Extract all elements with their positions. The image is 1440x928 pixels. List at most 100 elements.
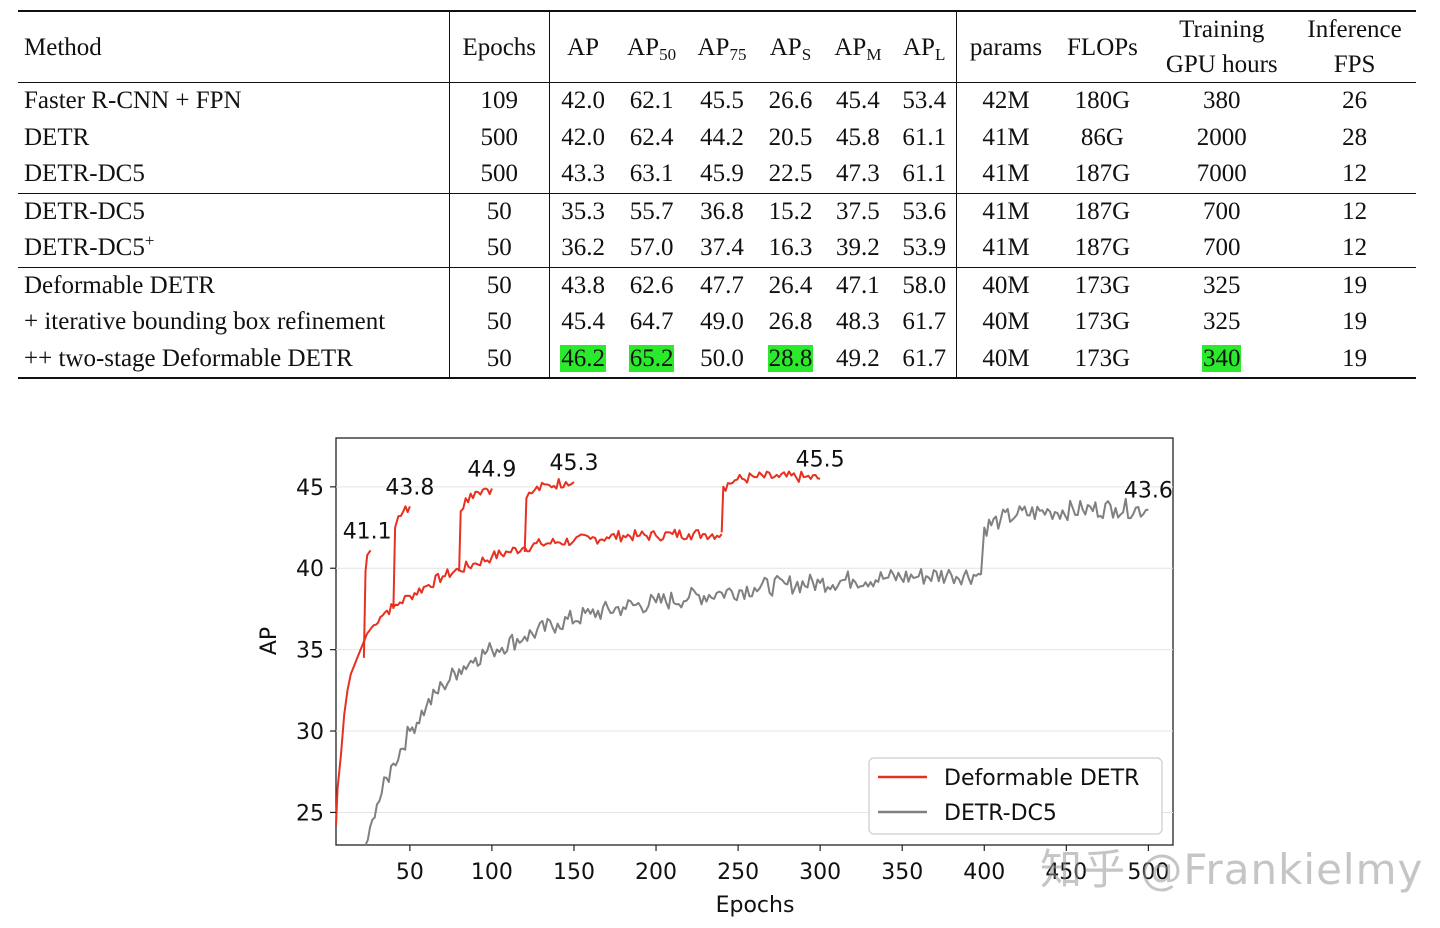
cell-ap75: 45.9 bbox=[700, 160, 744, 187]
table-group: Deformable DETR 50 43.8 62.6 47.7 26.4 47.1 58.… bbox=[18, 267, 1416, 378]
cell-ap75: 44.2 bbox=[700, 123, 744, 151]
legend: Deformable DETR DETR-DC5 bbox=[868, 757, 1163, 835]
table-row: + iterative bounding box refinement 50 45.… bbox=[18, 304, 1416, 341]
cell-fps: 12 bbox=[1342, 197, 1368, 225]
cell-aps: 15.2 bbox=[768, 197, 813, 225]
cell-gpu: 2000 bbox=[1196, 123, 1247, 151]
cell-apm: 47.1 bbox=[836, 271, 880, 299]
cell-gpu: 700 bbox=[1202, 234, 1241, 261]
series-line-deformable-detr bbox=[335, 633, 369, 826]
cell-method: DETR-DC5 bbox=[18, 193, 450, 230]
cell-flops: 86G bbox=[1080, 123, 1124, 151]
cell-ap75: 36.8 bbox=[700, 197, 744, 225]
cell-ap75: 45.5 bbox=[700, 87, 744, 114]
cell-method: ++ two-stage Deformable DETR bbox=[18, 340, 450, 378]
x-tick-label: 450 bbox=[1045, 860, 1087, 885]
highlighted-value: 28.8 bbox=[767, 344, 814, 372]
annotation-label: 45.5 bbox=[796, 448, 845, 473]
cell-method: Deformable DETR bbox=[18, 267, 450, 304]
col-params: params bbox=[969, 33, 1043, 61]
cell-apm: 49.2 bbox=[836, 344, 880, 372]
x-tick-label: 500 bbox=[1127, 860, 1169, 885]
y-tick-label: 35 bbox=[296, 639, 324, 664]
cell-flops: 173G bbox=[1074, 344, 1131, 372]
series-line-detr-dc5 bbox=[364, 568, 982, 846]
cell-apl: 61.7 bbox=[891, 304, 958, 341]
col-aps: APS bbox=[769, 33, 812, 64]
series-line-deformable-detr bbox=[720, 470, 821, 533]
cell-method: DETR-DC5+ bbox=[18, 230, 450, 267]
cell-flops: 187G bbox=[1074, 160, 1131, 187]
cell-ap50: 62.6 bbox=[629, 271, 674, 299]
table-row: Faster R-CNN + FPN 109 42.0 62.1 45.5 26.6 45.… bbox=[18, 82, 1416, 120]
y-axis-label: AP bbox=[257, 627, 282, 655]
results-table: Method Epochs AP AP50 AP75 APS APM APL p… bbox=[18, 10, 1416, 379]
cell-aps: 26.4 bbox=[768, 271, 813, 299]
cell-gpu: 340 bbox=[1150, 341, 1293, 379]
cell-gpu: 700 bbox=[1202, 197, 1241, 225]
cell-params: 41M bbox=[982, 160, 1030, 187]
cell-epochs: 109 bbox=[449, 82, 550, 120]
legend-label-detr-dc5: DETR-DC5 bbox=[944, 801, 1057, 826]
cell-epochs: 50 bbox=[449, 230, 550, 267]
cell-gpu: 325 bbox=[1202, 271, 1241, 299]
x-tick-label: 100 bbox=[471, 860, 513, 885]
annotation-label: 45.3 bbox=[549, 451, 598, 476]
cell-fps: 19 bbox=[1342, 344, 1368, 372]
cell-apm: 48.3 bbox=[836, 308, 880, 335]
highlighted-value: 65.2 bbox=[628, 344, 675, 372]
cell-apl: 58.0 bbox=[891, 267, 958, 304]
series-line-deformable-detr bbox=[523, 478, 575, 553]
cell-aps: 26.8 bbox=[768, 308, 813, 335]
x-tick-label: 50 bbox=[396, 860, 424, 885]
cell-params: 42M bbox=[982, 87, 1030, 114]
cell-method: DETR-DC5 bbox=[18, 156, 450, 193]
table-row: DETR-DC5 50 35.3 55.7 36.8 15.2 37.5 53.6 41M 187… bbox=[18, 193, 1416, 230]
cell-epochs: 500 bbox=[449, 119, 550, 156]
cell-fps: 19 bbox=[1342, 271, 1368, 299]
cell-flops: 187G bbox=[1074, 197, 1131, 225]
cell-method: Faster R-CNN + FPN bbox=[18, 82, 450, 120]
col-method: Method bbox=[18, 11, 450, 83]
series-line-deformable-detr bbox=[366, 528, 723, 635]
cell-gpu: 7000 bbox=[1196, 160, 1247, 187]
cell-epochs: 50 bbox=[449, 340, 550, 378]
cell-params: 41M bbox=[982, 234, 1030, 261]
series-line-deformable-detr bbox=[458, 487, 493, 572]
cell-apm: 45.4 bbox=[836, 87, 880, 114]
col-apl: APL bbox=[891, 11, 958, 83]
table-header: Method Epochs AP AP50 AP75 APS APM APL p… bbox=[18, 11, 1416, 83]
cell-ap: 43.8 bbox=[561, 271, 605, 299]
results-table-wrapper: Method Epochs AP AP50 AP75 APS APM APL p… bbox=[18, 10, 1416, 379]
cell-method: + iterative bounding box refinement bbox=[18, 304, 450, 341]
table-row: Deformable DETR 50 43.8 62.6 47.7 26.4 47.1 58.… bbox=[18, 267, 1416, 304]
axis-ticks: 25 30 35 40 45 50 100 150 200 250 300 350 400 450 500 bbox=[296, 476, 1169, 885]
table-row: DETR 500 42.0 62.4 44.2 20.5 45.8 61.1 41M 86G 200… bbox=[18, 119, 1416, 156]
y-tick-label: 40 bbox=[296, 557, 324, 582]
cell-flops: 173G bbox=[1074, 271, 1131, 299]
cell-aps: 16.3 bbox=[768, 234, 813, 261]
cell-ap50: 63.1 bbox=[629, 160, 674, 187]
cell-params: 41M bbox=[982, 197, 1030, 225]
y-tick-label: 45 bbox=[296, 476, 324, 501]
cell-ap: 36.2 bbox=[561, 234, 605, 261]
x-tick-label: 250 bbox=[717, 860, 759, 885]
x-tick-label: 150 bbox=[553, 860, 595, 885]
table-row: ++ two-stage Deformable DETR 50 46.2 65.2 50… bbox=[18, 340, 1416, 379]
cell-apl: 61.1 bbox=[891, 119, 958, 156]
col-flops: FLOPs bbox=[1067, 33, 1138, 61]
cell-fps: 19 bbox=[1342, 308, 1368, 335]
cell-apl: 61.1 bbox=[891, 156, 958, 193]
cell-epochs: 500 bbox=[449, 156, 550, 193]
cell-apm: 45.8 bbox=[836, 123, 880, 151]
x-tick-label: 300 bbox=[799, 860, 841, 885]
cell-ap50: 57.0 bbox=[629, 234, 674, 261]
cell-ap50: 62.4 bbox=[629, 123, 674, 151]
x-tick-label: 400 bbox=[963, 860, 1005, 885]
cell-params: 40M bbox=[982, 308, 1030, 335]
table-group: DETR-DC5 50 35.3 55.7 36.8 15.2 37.5 53.6 41M 187… bbox=[18, 193, 1416, 267]
cell-aps: 20.5 bbox=[768, 123, 813, 151]
cell-fps: 28 bbox=[1342, 123, 1368, 151]
cell-ap75: 50.0 bbox=[700, 344, 744, 372]
